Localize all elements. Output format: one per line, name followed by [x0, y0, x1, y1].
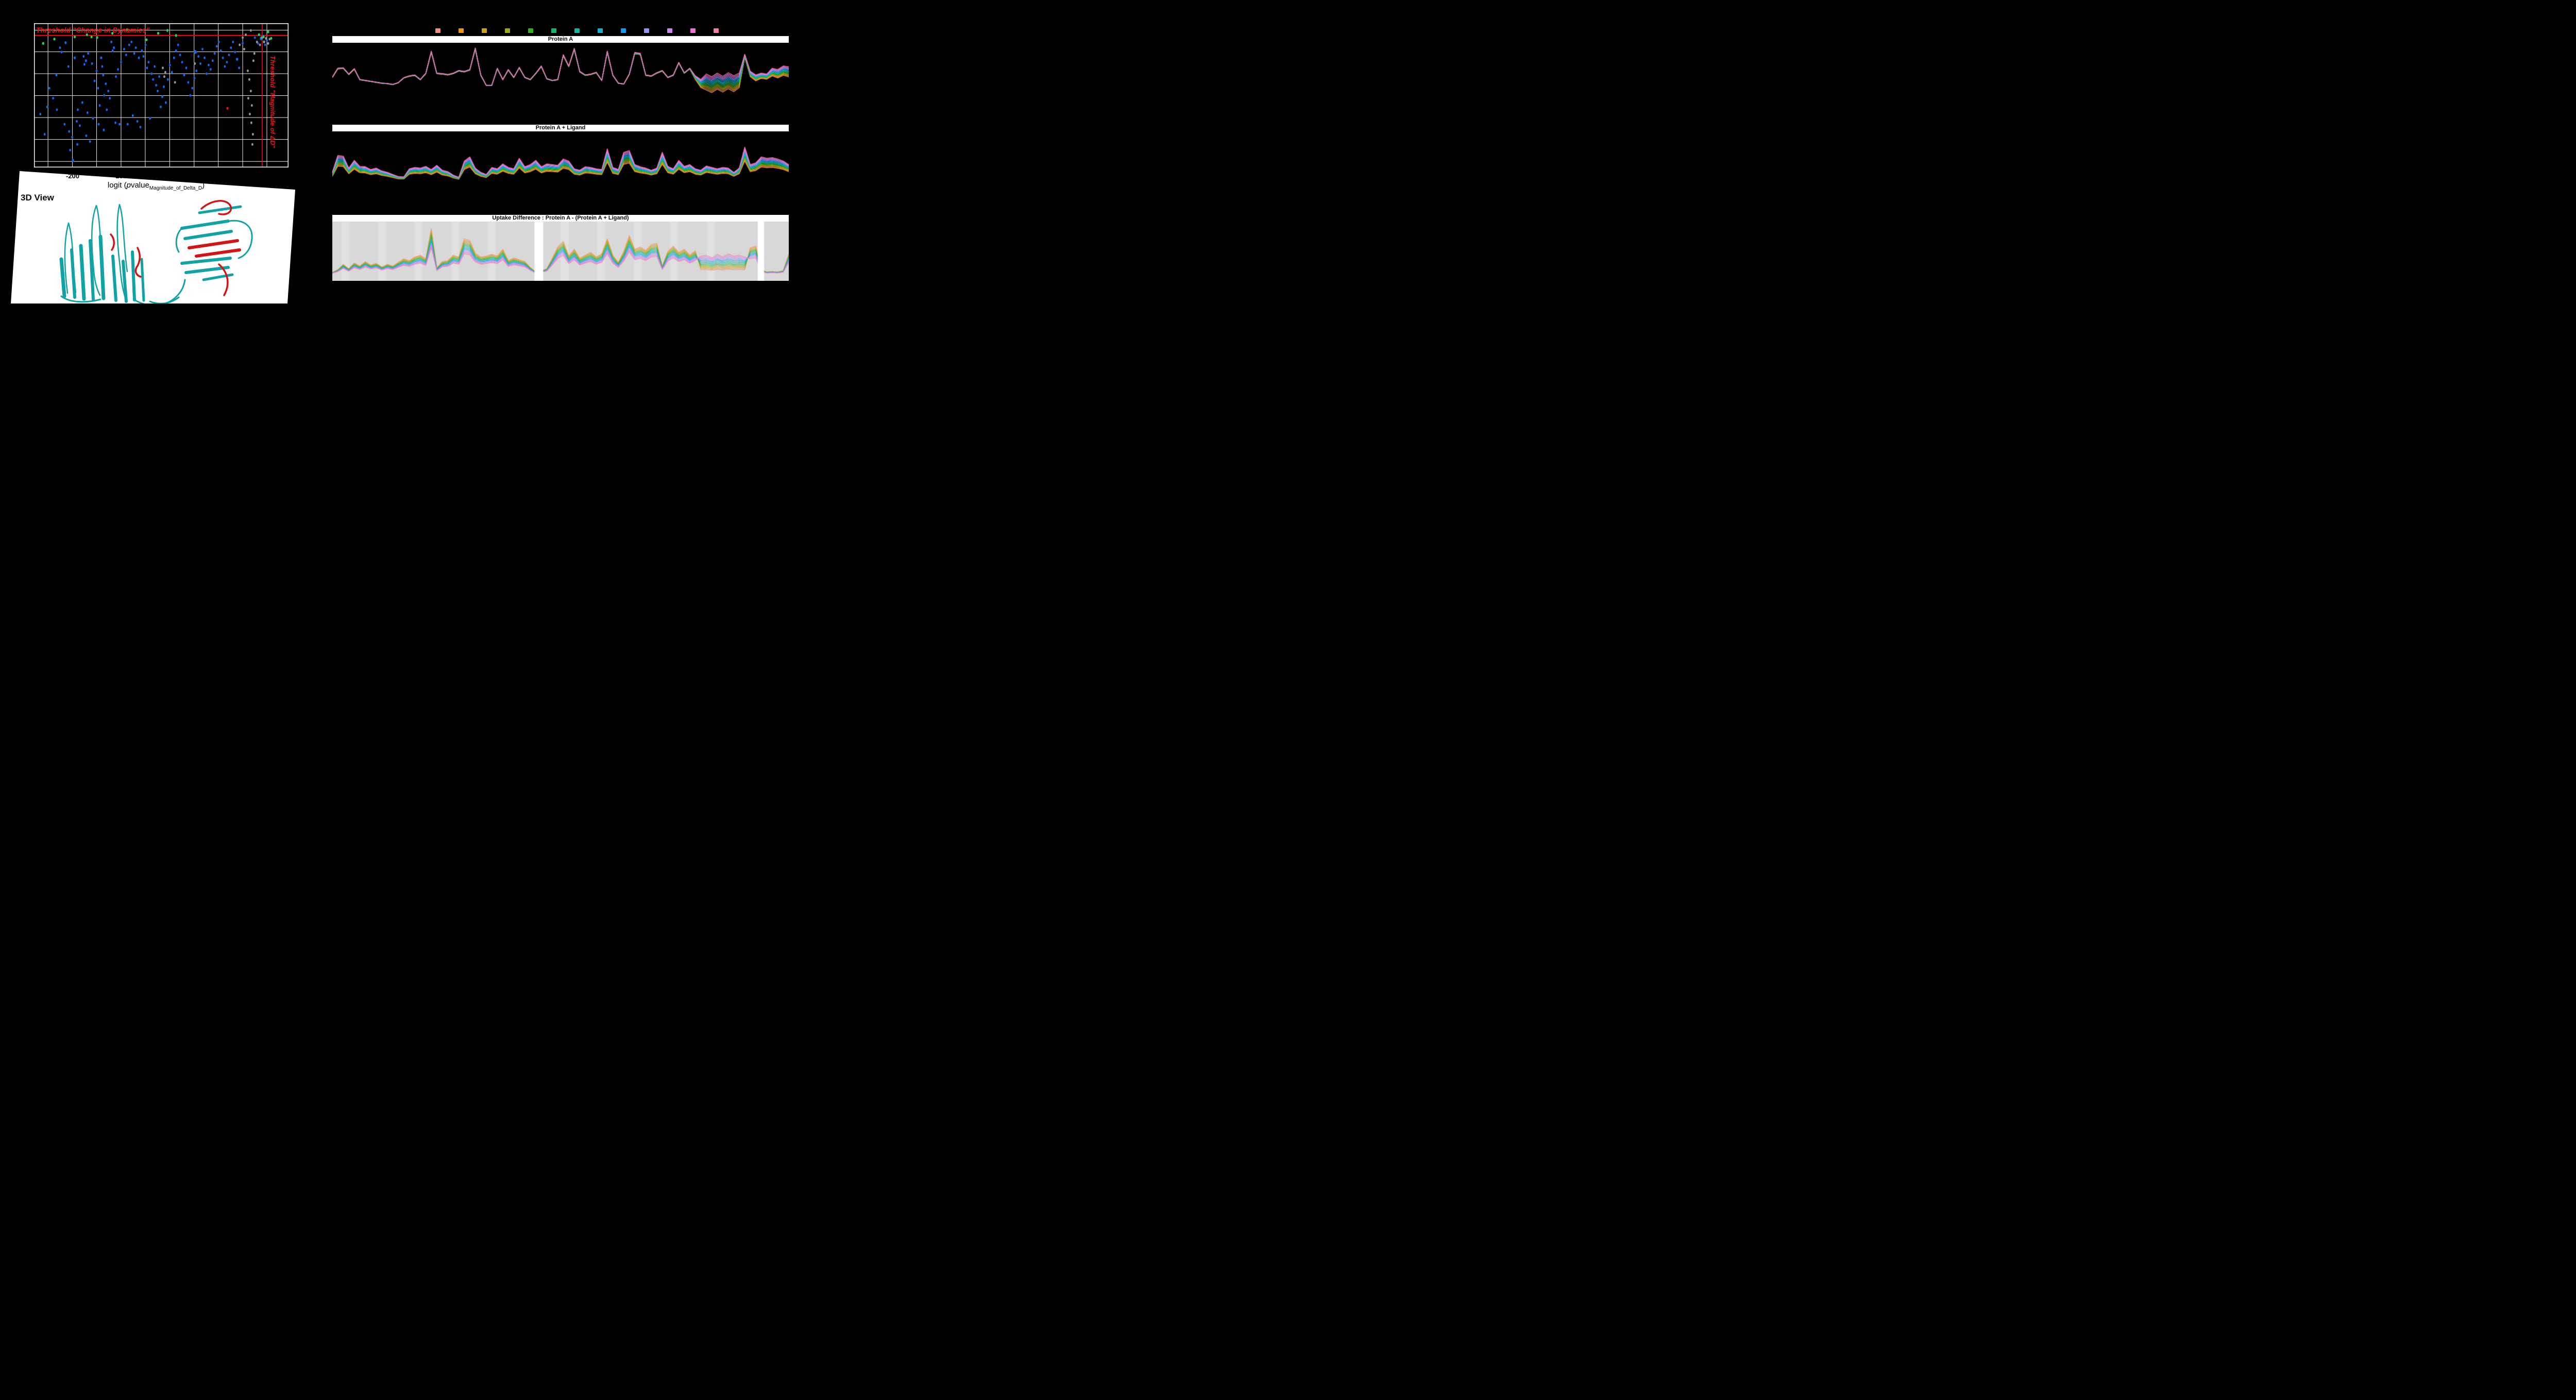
chart-title-protein-a-text: Protein A [548, 36, 573, 42]
legend-swatch-timepoint-4[interactable] [505, 28, 510, 33]
threshold-change-label: Threshold "Change in Dynamics" [36, 26, 150, 34]
volcano-scatter-plot[interactable] [34, 23, 289, 167]
x-axis-label-sub: Magnitude_of_Delta_D [149, 185, 202, 191]
x-axis-label-suffix: ) [202, 181, 205, 190]
legend-swatch-timepoint-7[interactable] [574, 28, 580, 33]
legend-swatch-timepoint-13[interactable] [714, 28, 719, 33]
app-canvas: Threshold "Change in Dynamics" Threshold… [0, 0, 791, 303]
legend-swatch-timepoint-11[interactable] [667, 28, 672, 33]
x-axis-label: logit (pvalueMagnitude_of_Delta_D) [76, 181, 236, 191]
timepoint-legend [435, 28, 737, 35]
x-tick--200: -200 [65, 172, 80, 180]
legend-swatch-timepoint-2[interactable] [459, 28, 464, 33]
structure-card [11, 171, 295, 303]
legend-swatch-timepoint-5[interactable] [528, 28, 533, 33]
x-tick-100: 100 [115, 172, 127, 180]
chart-title-uptake-difference-text: Uptake Difference : Protein A - (Protein… [492, 215, 629, 221]
legend-swatch-timepoint-8[interactable] [598, 28, 603, 33]
structure-card-title: 3D View [21, 193, 54, 203]
legend-swatch-timepoint-10[interactable] [644, 28, 649, 33]
threshold-magnitude-label: Threshold "Magnitude of ΔD" [269, 56, 276, 148]
legend-swatch-timepoint-1[interactable] [435, 28, 440, 33]
chart-title-protein-a: Protein A [332, 36, 789, 43]
legend-swatch-timepoint-12[interactable] [690, 28, 696, 33]
uptake-difference-chart[interactable] [332, 222, 789, 281]
chart-title-protein-a-ligand: Protein A + Ligand [332, 125, 789, 131]
ribbon-teal [59, 204, 253, 303]
ribbon-red [110, 200, 241, 296]
uptake-chart-protein-a-ligand[interactable] [332, 131, 789, 209]
x-axis-label-p: p [126, 181, 131, 190]
legend-swatch-timepoint-9[interactable] [621, 28, 626, 33]
legend-swatch-timepoint-3[interactable] [482, 28, 487, 33]
x-axis-label-mid: value [130, 181, 149, 190]
uptake-chart-protein-a[interactable] [332, 43, 789, 121]
legend-swatch-timepoint-6[interactable] [551, 28, 556, 33]
chart-title-protein-a-ligand-text: Protein A + Ligand [535, 125, 586, 131]
chart-title-uptake-difference: Uptake Difference : Protein A - (Protein… [332, 215, 789, 222]
x-axis-label-prefix: logit ( [107, 181, 127, 190]
protein-ribbon-3d[interactable] [49, 198, 265, 303]
